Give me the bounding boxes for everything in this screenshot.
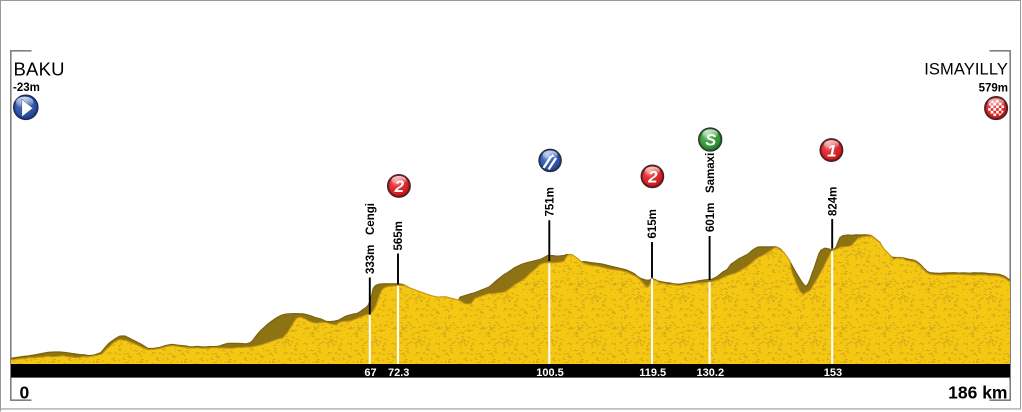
svg-text:119.5: 119.5 — [639, 367, 666, 379]
svg-text:751m: 751m — [545, 187, 557, 216]
svg-text:565m: 565m — [393, 221, 405, 250]
svg-text:BAKU: BAKU — [14, 59, 65, 80]
svg-text:130.2: 130.2 — [697, 367, 725, 379]
svg-text:72.3: 72.3 — [388, 367, 409, 379]
svg-text:1: 1 — [827, 141, 836, 160]
svg-text:615m: 615m — [647, 209, 659, 238]
svg-text:67: 67 — [364, 367, 376, 379]
svg-text:100.5: 100.5 — [536, 367, 564, 379]
svg-text:153: 153 — [824, 367, 842, 379]
svg-text:2: 2 — [394, 177, 405, 196]
svg-text:186 km: 186 km — [948, 383, 1007, 403]
svg-text:601m Samaxi: 601m Samaxi — [705, 153, 717, 232]
svg-text:333m Cengi: 333m Cengi — [365, 203, 377, 274]
svg-text:824m: 824m — [827, 187, 839, 216]
svg-text:S: S — [705, 132, 716, 150]
svg-text:ISMAYILLY: ISMAYILLY — [924, 61, 1008, 79]
svg-text:-23m: -23m — [13, 82, 40, 94]
svg-text:2: 2 — [647, 168, 658, 187]
svg-text:579m: 579m — [979, 83, 1008, 95]
svg-text:0: 0 — [20, 383, 30, 403]
